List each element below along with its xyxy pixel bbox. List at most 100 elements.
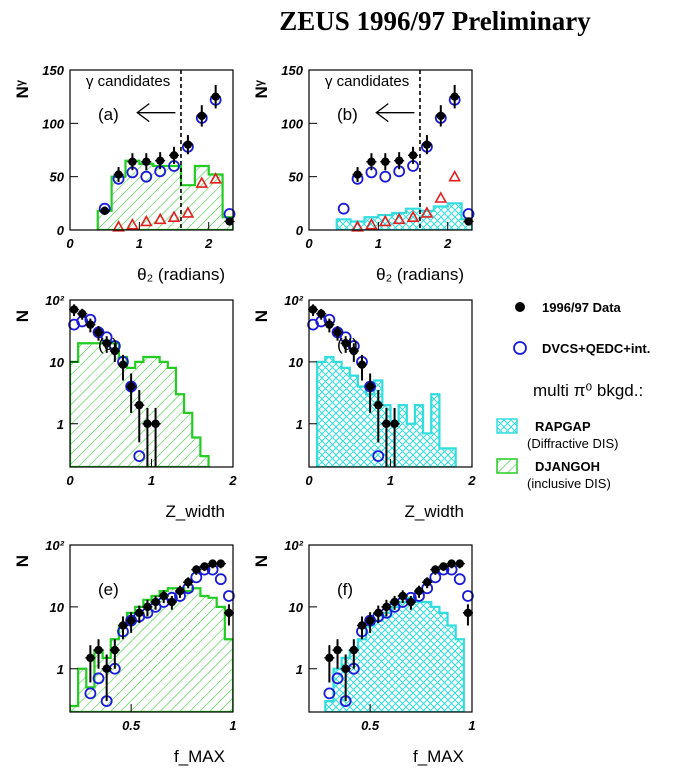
legend-bkgd-title: multi π⁰ bkgd.:: [533, 381, 643, 400]
legend-dvcs-marker: [513, 341, 527, 355]
y-tick-label: 0: [296, 223, 304, 238]
panel-label: (c): [98, 335, 118, 354]
x-axis-label: Z_width: [165, 502, 225, 521]
data-point: [211, 92, 220, 101]
data-point: [94, 328, 103, 337]
panel-annotation: γ candidates: [86, 73, 170, 90]
data-point: [394, 156, 404, 165]
y-axis-label: N: [252, 310, 271, 322]
red-triangle-point: [351, 220, 364, 232]
legend-data-label: 1996/97 Data: [542, 300, 622, 315]
dvcs-point: [372, 450, 385, 463]
data-point: [143, 419, 152, 428]
data-point: [100, 206, 109, 215]
legend-djangoh-swatch: [496, 458, 518, 474]
red-triangle-point: [209, 172, 223, 184]
panel-c: 0 1 2 1 10 10² N Z_width (c): [13, 293, 237, 521]
data-point: [439, 562, 448, 571]
dvcs-point: [462, 590, 474, 602]
x-axis-label: θ₂ (radians): [137, 265, 225, 284]
data-point: [225, 217, 234, 226]
dvcs-point: [92, 672, 105, 685]
data-point: [408, 151, 418, 160]
data-point: [374, 608, 383, 618]
data-point: [155, 156, 165, 165]
y-tick-label: 0: [57, 223, 65, 238]
y-tick-label: 10: [289, 355, 304, 370]
data-point: [126, 382, 136, 391]
dvcs-point: [453, 573, 466, 586]
data-point: [86, 653, 95, 663]
data-point: [382, 602, 391, 612]
data-point: [69, 305, 79, 314]
panel-label: (e): [98, 580, 119, 599]
data-point: [183, 578, 193, 587]
data-point: [159, 591, 168, 601]
data-point: [151, 419, 160, 428]
data-point: [422, 140, 432, 149]
y-tick-label: 10: [50, 600, 65, 615]
dvcs-point: [331, 672, 344, 685]
panel-label: (f): [337, 580, 353, 599]
data-point: [183, 140, 193, 149]
axes-frame: [308, 544, 473, 713]
x-axis-label: f_MAX: [174, 747, 225, 766]
dvcs-point: [223, 590, 235, 602]
data-point: [325, 653, 334, 663]
data-point: [341, 339, 350, 348]
axes-frame: [308, 69, 473, 231]
x-tick-label: 2: [204, 236, 213, 251]
x-tick-label: 1: [229, 718, 236, 733]
data-point: [382, 419, 391, 428]
x-tick-label: 1: [387, 473, 394, 488]
y-axis-label: Nᵞ: [252, 79, 271, 98]
data-point: [169, 151, 179, 160]
data-point: [102, 339, 111, 348]
x-tick-label: 0.5: [361, 718, 380, 733]
x-tick-label: 1: [148, 473, 155, 488]
y-axis-label: N: [13, 310, 32, 322]
y-axis-label: Nᵞ: [13, 79, 32, 98]
y-tick-label: 50: [289, 170, 304, 185]
legend-rapgap-swatch: [496, 418, 518, 434]
data-point: [464, 217, 473, 226]
y-axis-label: N: [13, 555, 32, 567]
data-point: [436, 111, 445, 121]
data-point: [365, 616, 375, 625]
y-tick-label: 150: [281, 63, 303, 78]
data-point: [333, 645, 342, 655]
panel-a: 0 1 2 0 50 100 150 Nᵞ θ₂ (radians) (a) γ candidate…: [13, 63, 236, 284]
legend: 1996/97 Data DVCS+QEDC+int. multi π⁰ bkg…: [496, 300, 650, 491]
data-point: [197, 111, 206, 121]
panel-e: 0.5 1 1 10 10² Nf_MAX (e): [13, 538, 237, 766]
data-point: [450, 92, 459, 101]
y-tick-label: 10²: [284, 538, 303, 553]
red-triangle-point: [195, 176, 209, 188]
red-triangle-point: [153, 212, 167, 225]
data-point: [167, 597, 177, 607]
data-point: [126, 616, 136, 625]
legend-data-marker: [515, 302, 525, 312]
data-point: [224, 608, 234, 618]
data-point: [192, 565, 201, 574]
data-point: [142, 157, 151, 166]
data-point: [118, 621, 128, 630]
red-triangle-point: [112, 220, 125, 232]
data-point: [381, 157, 390, 166]
x-axis-label: θ₂ (radians): [376, 265, 464, 284]
x-axis-label: f_MAX: [413, 747, 464, 766]
red-triangle-point: [420, 206, 434, 218]
data-point: [341, 664, 350, 673]
data-point: [135, 400, 144, 410]
x-tick-label: 1: [468, 718, 475, 733]
mc-histogram-djangoh: [70, 587, 233, 712]
y-tick-label: 100: [42, 116, 64, 131]
data-point: [308, 305, 318, 314]
red-triangle-point: [406, 210, 420, 222]
data-point: [128, 157, 137, 166]
data-point: [349, 346, 359, 356]
dvcs-point: [133, 450, 146, 463]
y-tick-label: 50: [50, 170, 65, 185]
data-point: [208, 559, 217, 568]
x-tick-label: 0: [66, 236, 74, 251]
